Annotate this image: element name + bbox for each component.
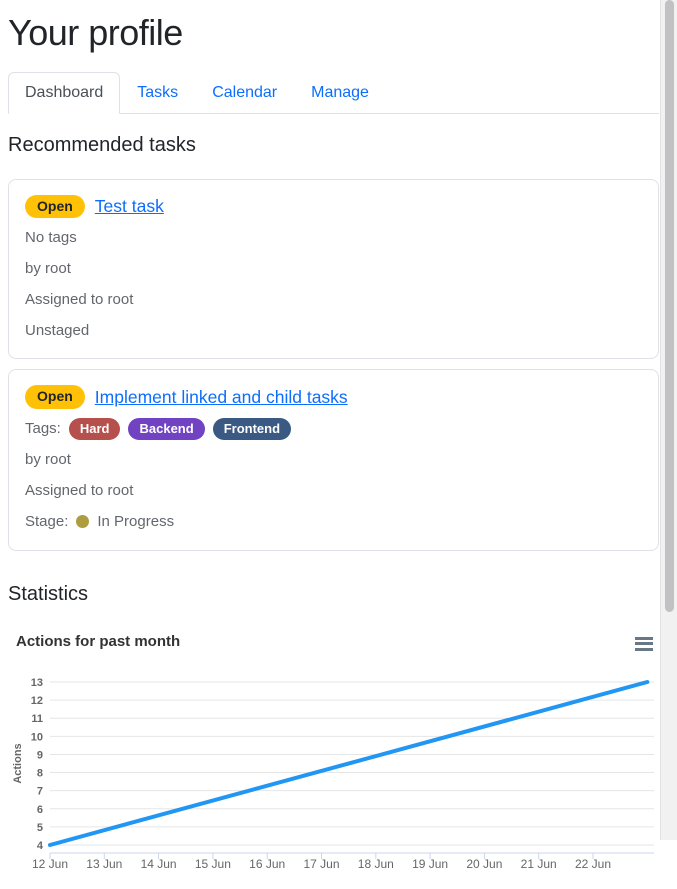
scrollbar[interactable] — [660, 0, 677, 840]
task-card: Open Test task No tags by root Assigned … — [8, 179, 659, 360]
task-tags-text: No tags — [25, 229, 77, 247]
page-title: Your profile — [8, 12, 183, 53]
tags-label: Tags: — [25, 420, 61, 438]
svg-text:10: 10 — [31, 731, 43, 743]
task-author: by root — [25, 451, 71, 469]
actions-chart: Actions for past month 4 5 6 7 8 9 10 11 12 13 12 … — [8, 624, 660, 889]
actions-chart-svg: 4 5 6 7 8 9 10 11 12 13 12 Jun 13 Jun 14 Jun 15 Jun 16… — [12, 677, 654, 871]
stage-status-dot-icon — [76, 515, 90, 529]
tag-badge-hard: Hard — [68, 417, 121, 441]
svg-text:11: 11 — [31, 713, 43, 725]
tag-badge-frontend: Frontend — [212, 417, 292, 441]
status-badge: Open — [25, 195, 85, 219]
tab-calendar[interactable]: Calendar — [212, 84, 278, 101]
tab-dashboard[interactable]: Dashboard — [8, 72, 121, 114]
profile-tabs: Dashboard Tasks Calendar Manage — [8, 72, 659, 114]
chart-title: Actions for past month — [16, 632, 181, 650]
svg-text:20 Jun: 20 Jun — [466, 857, 502, 871]
hamburger-menu-icon[interactable] — [632, 634, 656, 654]
task-assigned: Assigned to root — [25, 482, 134, 500]
svg-text:22 Jun: 22 Jun — [575, 857, 611, 871]
svg-text:13: 13 — [31, 677, 43, 689]
svg-text:12: 12 — [31, 695, 43, 707]
tab-tasks[interactable]: Tasks — [137, 84, 179, 101]
svg-text:7: 7 — [37, 785, 43, 797]
recommended-tasks-heading: Recommended tasks — [8, 134, 196, 156]
tag-badge-backend: Backend — [128, 417, 205, 441]
svg-text:4: 4 — [37, 840, 44, 852]
svg-text:16 Jun: 16 Jun — [249, 857, 285, 871]
main-content: Your profile Dashboard Tasks Calendar Ma… — [8, 12, 659, 889]
svg-text:9: 9 — [37, 749, 43, 761]
svg-text:18 Jun: 18 Jun — [358, 857, 394, 871]
stage-label: Stage: — [25, 512, 69, 530]
svg-text:12 Jun: 12 Jun — [32, 857, 68, 871]
status-badge: Open — [25, 385, 85, 409]
svg-text:17 Jun: 17 Jun — [303, 857, 339, 871]
scrollbar-thumb[interactable] — [665, 0, 674, 612]
task-card: Open Implement linked and child tasks Ta… — [8, 369, 659, 551]
svg-text:Actions: Actions — [12, 743, 24, 783]
svg-text:13 Jun: 13 Jun — [86, 857, 122, 871]
task-stage-text: Unstaged — [25, 321, 90, 339]
tab-manage[interactable]: Manage — [311, 84, 369, 101]
svg-text:6: 6 — [37, 803, 43, 815]
task-assigned: Assigned to root — [25, 290, 134, 308]
svg-text:5: 5 — [37, 822, 43, 834]
stage-text: In Progress — [97, 512, 175, 530]
svg-text:21 Jun: 21 Jun — [521, 857, 557, 871]
svg-text:8: 8 — [37, 767, 43, 779]
statistics-heading: Statistics — [8, 582, 89, 605]
svg-text:19 Jun: 19 Jun — [412, 857, 448, 871]
task-link-implement-linked[interactable]: Implement linked and child tasks — [94, 386, 348, 407]
svg-text:15 Jun: 15 Jun — [195, 857, 231, 871]
task-author: by root — [25, 260, 71, 278]
svg-text:14 Jun: 14 Jun — [141, 857, 177, 871]
task-link-test-task[interactable]: Test task — [94, 196, 164, 217]
